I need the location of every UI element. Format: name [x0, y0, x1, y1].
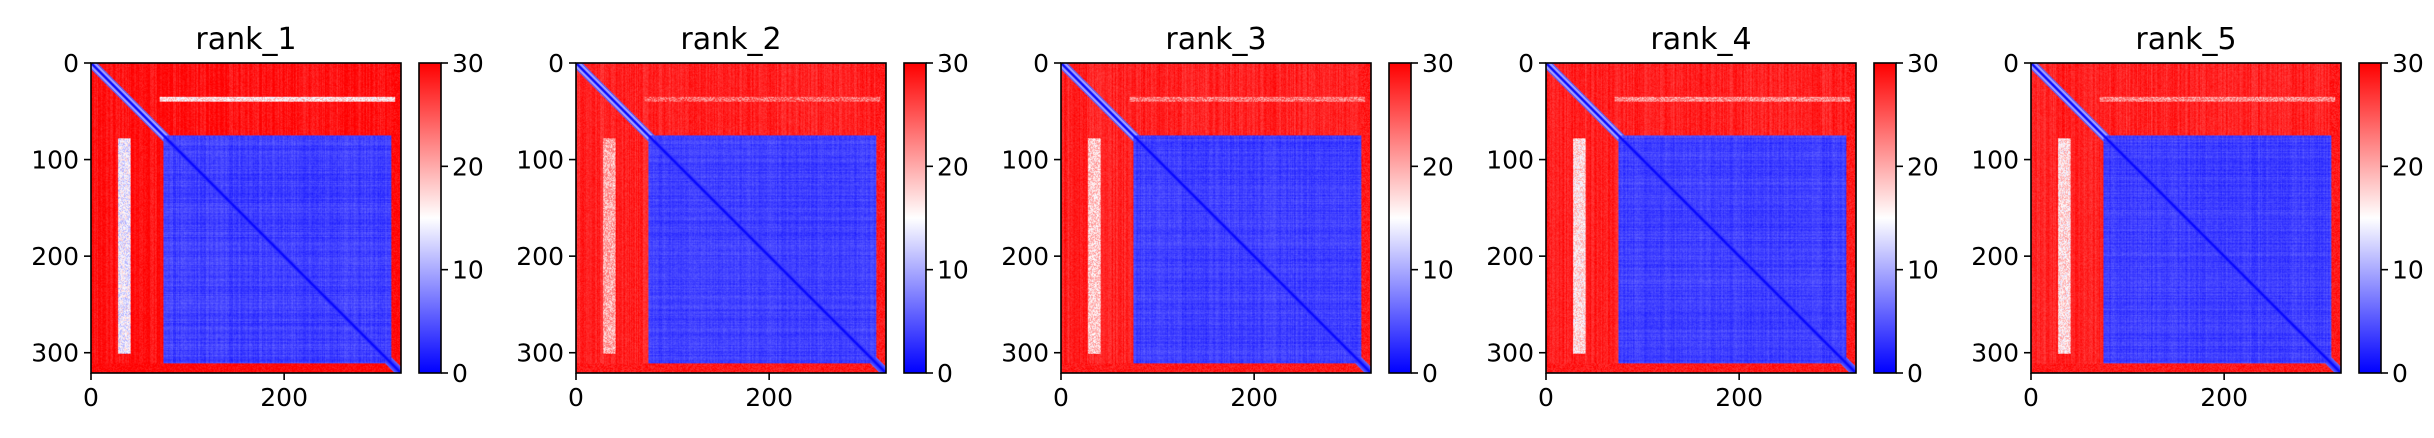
x-tick-label: 200	[745, 383, 793, 412]
colorbar-tick-label: 10	[2392, 256, 2424, 285]
colorbar-frame	[418, 62, 442, 374]
y-tick-label: 0	[1033, 49, 1049, 78]
y-tick-label: 0	[63, 49, 79, 78]
plot-frame	[2030, 62, 2342, 374]
x-tick-label: 200	[260, 383, 308, 412]
y-tick-label: 100	[1486, 146, 1534, 175]
y-tick-label: 100	[516, 146, 564, 175]
colorbar-tick-label: 20	[1907, 152, 1939, 181]
colorbar-tick-label: 0	[937, 359, 953, 388]
y-tick-label: 200	[516, 242, 564, 271]
panel-title: rank_2	[680, 22, 781, 57]
heatmap-image	[2031, 63, 2341, 373]
y-tick-label: 300	[516, 339, 564, 368]
y-tick-label: 200	[1001, 242, 1049, 271]
y-tick-label: 300	[1971, 339, 2019, 368]
y-tick-label: 200	[31, 242, 79, 271]
y-tick-label: 300	[1001, 339, 1049, 368]
colorbar-tick-label: 30	[1907, 49, 1939, 78]
colorbar-tick-label: 30	[2392, 49, 2424, 78]
colorbar-tick-label: 10	[1907, 256, 1939, 285]
x-tick-label: 0	[568, 383, 584, 412]
x-tick-label: 200	[1715, 383, 1763, 412]
colorbar-tick-label: 0	[1422, 359, 1438, 388]
heatmap-image	[91, 63, 401, 373]
colorbar-tick-label: 0	[452, 359, 468, 388]
x-tick-label: 0	[2023, 383, 2039, 412]
plot-frame	[90, 62, 402, 374]
colorbar-tick-label: 0	[1907, 359, 1923, 388]
y-tick-label: 100	[31, 146, 79, 175]
panel-title: rank_5	[2135, 22, 2236, 57]
colorbar-tick-label: 10	[937, 256, 969, 285]
colorbar-frame	[903, 62, 927, 374]
colorbar-tick-label: 20	[937, 152, 969, 181]
colorbar	[419, 63, 441, 373]
colorbar-frame	[1873, 62, 1897, 374]
colorbar-tick-label: 30	[1422, 49, 1454, 78]
heatmap-image	[1061, 63, 1371, 373]
colorbar	[1389, 63, 1411, 373]
y-tick-label: 100	[1001, 146, 1049, 175]
y-tick-label: 0	[1518, 49, 1534, 78]
colorbar	[1874, 63, 1896, 373]
plot-frame	[575, 62, 887, 374]
x-tick-label: 0	[83, 383, 99, 412]
colorbar-tick-label: 0	[2392, 359, 2408, 388]
y-tick-label: 0	[2003, 49, 2019, 78]
colorbar-tick-label: 10	[452, 256, 484, 285]
plot-frame	[1545, 62, 1857, 374]
y-tick-label: 300	[31, 339, 79, 368]
colorbar	[2359, 63, 2381, 373]
y-tick-label: 200	[1486, 242, 1534, 271]
y-tick-label: 0	[548, 49, 564, 78]
colorbar-tick-label: 30	[452, 49, 484, 78]
colorbar	[904, 63, 926, 373]
x-tick-label: 0	[1538, 383, 1554, 412]
colorbar-frame	[1388, 62, 1412, 374]
colorbar-tick-label: 20	[1422, 152, 1454, 181]
colorbar-tick-label: 20	[452, 152, 484, 181]
colorbar-tick-label: 10	[1422, 256, 1454, 285]
colorbar-tick-label: 20	[2392, 152, 2424, 181]
panel-title: rank_4	[1650, 22, 1751, 57]
heatmap-image	[576, 63, 886, 373]
y-tick-label: 200	[1971, 242, 2019, 271]
x-tick-label: 0	[1053, 383, 1069, 412]
panel-title: rank_1	[195, 22, 296, 57]
colorbar-frame	[2358, 62, 2382, 374]
panel-title: rank_3	[1165, 22, 1266, 57]
heatmap-image	[1546, 63, 1856, 373]
x-tick-label: 200	[1230, 383, 1278, 412]
y-tick-label: 300	[1486, 339, 1534, 368]
colorbar-tick-label: 30	[937, 49, 969, 78]
plot-frame	[1060, 62, 1372, 374]
x-tick-label: 200	[2200, 383, 2248, 412]
y-tick-label: 100	[1971, 146, 2019, 175]
